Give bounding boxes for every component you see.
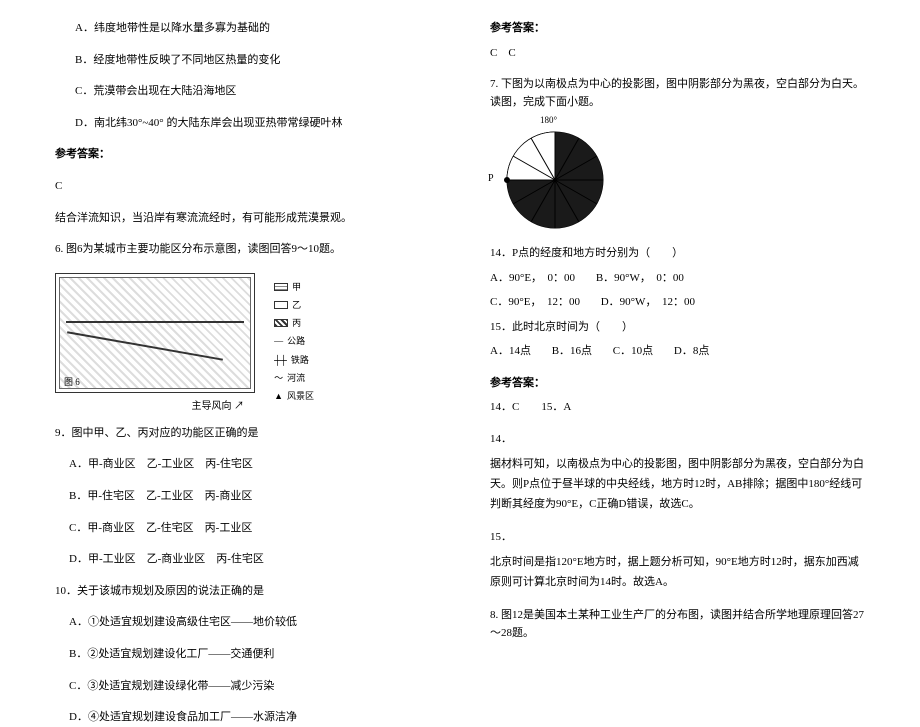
q9-option-a: A．甲-商业区 乙-工业区 丙-住宅区 [55,456,430,474]
explanation: 结合洋流知识，当沿岸有寒流流经时，有可能形成荒漠景观。 [55,210,430,228]
answer-label: 参考答案： [55,146,430,164]
wind-arrow: 主导风向 ↗ [192,397,245,412]
q9-stem: 9．图中甲、乙、丙对应的功能区正确的是 [55,425,430,443]
q15-stem: 15．此时北京时间为（ ） [490,319,865,336]
q9-option-b: B．甲-住宅区 乙-工业区 丙-商业区 [55,488,430,506]
q15-option-b: B．16点 [552,345,592,357]
legend-swatch-b [274,301,288,309]
option-a: A．纬度地带性是以降水量多寡为基础的 [55,20,430,38]
legend-label-river: 河流 [287,370,305,386]
legend-label-road: 公路 [287,333,305,349]
map-figure: 甲 乙 丙 —公路 ┼┼铁路 ～河流 ▲风景区 图 6 主导风向 ↗ [55,273,255,393]
q14-option-a: A．90°E， 0：00 [490,272,575,284]
legend-rail-line: ┼┼ [274,352,287,368]
answer-1415: 14．C 15．A [490,399,865,417]
q14-row2: C．90°E， 12：00 D．90°W， 12：00 [490,294,865,311]
map-legend: 甲 乙 丙 —公路 ┼┼铁路 ～河流 ▲风景区 [274,279,314,406]
legend-label-scenic: 风景区 [287,388,314,404]
q14-option-c: C．90°E， 12：00 [490,296,580,308]
legend-label-c: 丙 [292,315,301,331]
answer-label-right: 参考答案： [490,20,865,37]
answer-label-2: 参考答案： [490,375,865,392]
polar-projection-figure: 180° P [500,125,610,235]
exp14-label: 14． [490,431,865,448]
q10-option-a: A．①处适宜规划建设高级住宅区——地价较低 [55,614,430,632]
q10-option-c: C．③处适宜规划建设绿化带——减少污染 [55,678,430,696]
answer-cc: C C [490,45,865,63]
legend-label-b: 乙 [292,297,301,313]
option-b: B．经度地带性反映了不同地区热量的变化 [55,52,430,70]
explanation-15: 北京时间是指120°E地方时，据上题分析可知，90°E地方时12时，据东加西减原… [490,553,865,593]
legend-swatch-c [274,319,288,327]
legend-scenic-icon: ▲ [274,388,283,404]
q15-option-c: C．10点 [613,345,653,357]
q6-stem: 6. 图6为某城市主要功能区分布示意图，读图回答9～10题。 [55,241,430,259]
legend-label-rail: 铁路 [291,352,309,368]
q7-stem: 7. 下图为以南极点为中心的投影图，图中阴影部分为黑夜，空白部分为白天。读图，完… [490,76,865,111]
q14-option-d: D．90°W， 12：00 [601,296,695,308]
q14-stem: 14．P点的经度和地方时分别为（ ） [490,245,865,262]
legend-label-a: 甲 [292,279,301,295]
pie-label-180: 180° [540,115,557,125]
answer-value: C [55,178,430,196]
map-area [59,277,251,389]
q14-option-b: B．90°W， 0：00 [596,272,684,284]
q8-stem: 8. 图12是美国本土某种工业生产厂的分布图，读图并结合所学地理原理回答27～2… [490,607,865,642]
q15-options: A．14点 B．16点 C．10点 D．8点 [490,343,865,361]
explanation-14: 据材料可知，以南极点为中心的投影图，图中阴影部分为黑夜，空白部分为白天。则P点位… [490,455,865,514]
q15-option-a: A．14点 [490,345,531,357]
option-d: D．南北纬30°~40° 的大陆东岸会出现亚热带常绿硬叶林 [55,115,430,133]
figure-caption: 图 6 [64,375,80,388]
wind-label: 主导风向 [192,401,232,412]
polar-svg [500,125,610,235]
q14-row1: A．90°E， 0：00 B．90°W， 0：00 [490,270,865,287]
legend-swatch-a [274,283,288,291]
map-road [66,321,244,323]
q9-option-c: C．甲-商业区 乙-住宅区 丙-工业区 [55,520,430,538]
q10-stem: 10．关于该城市规划及原因的说法正确的是 [55,583,430,601]
exp15-label: 15． [490,529,865,546]
q9-option-d: D．甲-工业区 乙-商业业区 丙-住宅区 [55,551,430,569]
q10-option-d: D．④处适宜规划建设食品加工厂——水源洁净 [55,709,430,727]
q10-option-b: B．②处适宜规划建设化工厂——交通便利 [55,646,430,664]
option-c: C．荒漠带会出现在大陆沿海地区 [55,83,430,101]
pie-label-p: P [488,173,494,184]
q15-option-d: D．8点 [674,345,709,357]
legend-road-line: — [274,333,283,349]
legend-river-line: ～ [274,370,283,386]
